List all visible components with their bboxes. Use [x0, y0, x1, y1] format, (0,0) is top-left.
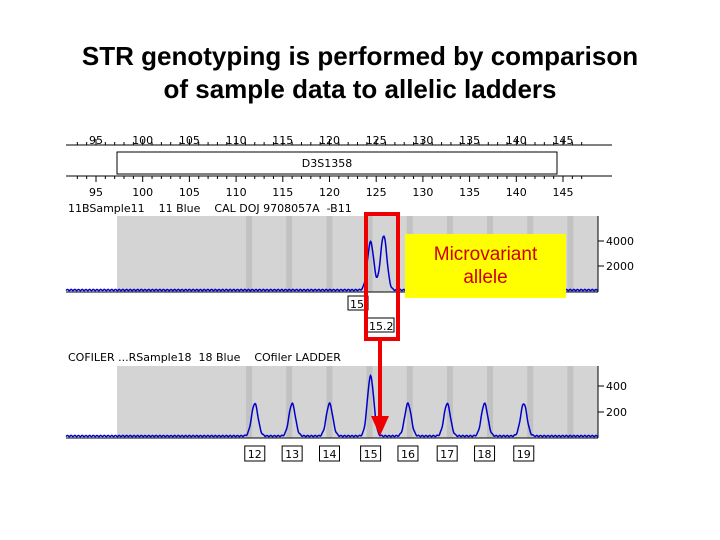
ladder-allele-labels: 12 13 14 15 16 17 18 19 — [244, 445, 535, 462]
sample-ytick-2000: 2000 — [606, 260, 634, 273]
top-ruler-tick-140: 140 — [506, 134, 527, 147]
ladder-allele-17: 17 — [440, 448, 454, 461]
mid-ruler: 95 100 105 110 115 120 125 130 135 140 145 — [66, 175, 612, 199]
mid-ruler-tick-95: 95 — [89, 186, 103, 199]
mid-ruler-tick-135: 135 — [459, 186, 480, 199]
ladder-allele-12: 12 — [248, 448, 262, 461]
top-ruler-tick-95: 95 — [89, 134, 103, 147]
top-ruler-tick-145: 145 — [553, 134, 574, 147]
ladder-allele-14: 14 — [323, 448, 337, 461]
sample-allele-15-2: 15.2 — [369, 320, 394, 333]
ladder-panel: 400 200 — [65, 366, 627, 439]
ladder-allele-box-13 — [281, 445, 303, 462]
mid-ruler-tick-120: 120 — [319, 186, 340, 199]
top-ruler-tick-120: 120 — [319, 134, 340, 147]
top-ruler-tick-115: 115 — [272, 134, 293, 147]
mid-ruler-tick-140: 140 — [506, 186, 527, 199]
top-ruler: 95 100 105 110 115 120 125 130 135 140 145 — [66, 134, 612, 147]
ladder-allele-box-15 — [360, 445, 382, 462]
mid-ruler-tick-115: 115 — [272, 186, 293, 199]
ladder-ytick-200: 200 — [606, 406, 627, 419]
ladder-gray-bg — [117, 366, 598, 438]
mid-ruler-tick-145: 145 — [553, 186, 574, 199]
top-ruler-tick-105: 105 — [179, 134, 200, 147]
ladder-allele-box-12 — [244, 445, 266, 462]
ladder-allele-box-19 — [513, 445, 535, 462]
top-ruler-tick-100: 100 — [132, 134, 153, 147]
ladder-allele-box-18 — [474, 445, 496, 462]
ladder-allele-18: 18 — [478, 448, 492, 461]
top-ruler-tick-125: 125 — [366, 134, 387, 147]
callout-line-2: allele — [463, 267, 508, 288]
mid-ruler-tick-100: 100 — [132, 186, 153, 199]
mid-ruler-tick-105: 105 — [179, 186, 200, 199]
marker-box — [116, 151, 558, 175]
microvariant-callout: Microvariant allele — [405, 234, 566, 298]
ladder-header: COFILER ...RSample18 18 Blue COfiler LAD… — [68, 351, 341, 364]
top-ruler-tick-135: 135 — [459, 134, 480, 147]
sample-ytick-4000: 4000 — [606, 235, 634, 248]
title-line-1: STR genotyping is performed by compariso… — [81, 41, 639, 71]
title-line-2: of sample data to allelic ladders — [163, 74, 557, 104]
callout-line-1: Microvariant — [433, 244, 538, 265]
mid-ruler-tick-130: 130 — [412, 186, 433, 199]
ladder-trace — [65, 374, 599, 438]
mid-ruler-tick-125: 125 — [366, 186, 387, 199]
ladder-allele-13: 13 — [285, 448, 299, 461]
comparison-arrow-head — [371, 416, 389, 436]
ladder-ytick-400: 400 — [606, 380, 627, 393]
top-ruler-tick-110: 110 — [226, 134, 247, 147]
marker-label: D3S1358 — [302, 157, 352, 170]
sample-header: 11BSample11 11 Blue CAL DOJ 9708057A -B1… — [68, 202, 352, 215]
ladder-allele-15: 15 — [364, 448, 378, 461]
ladder-allele-box-16 — [397, 445, 419, 462]
ladder-allele-16: 16 — [401, 448, 415, 461]
mid-ruler-tick-110: 110 — [226, 186, 247, 199]
ladder-allele-19: 19 — [517, 448, 531, 461]
ladder-allele-box-17 — [436, 445, 458, 462]
sample-allele-15: 15 — [350, 298, 364, 311]
ladder-allele-box-14 — [319, 445, 340, 462]
slide-title: STR genotyping is performed by compariso… — [0, 40, 720, 106]
top-ruler-tick-130: 130 — [412, 134, 433, 147]
